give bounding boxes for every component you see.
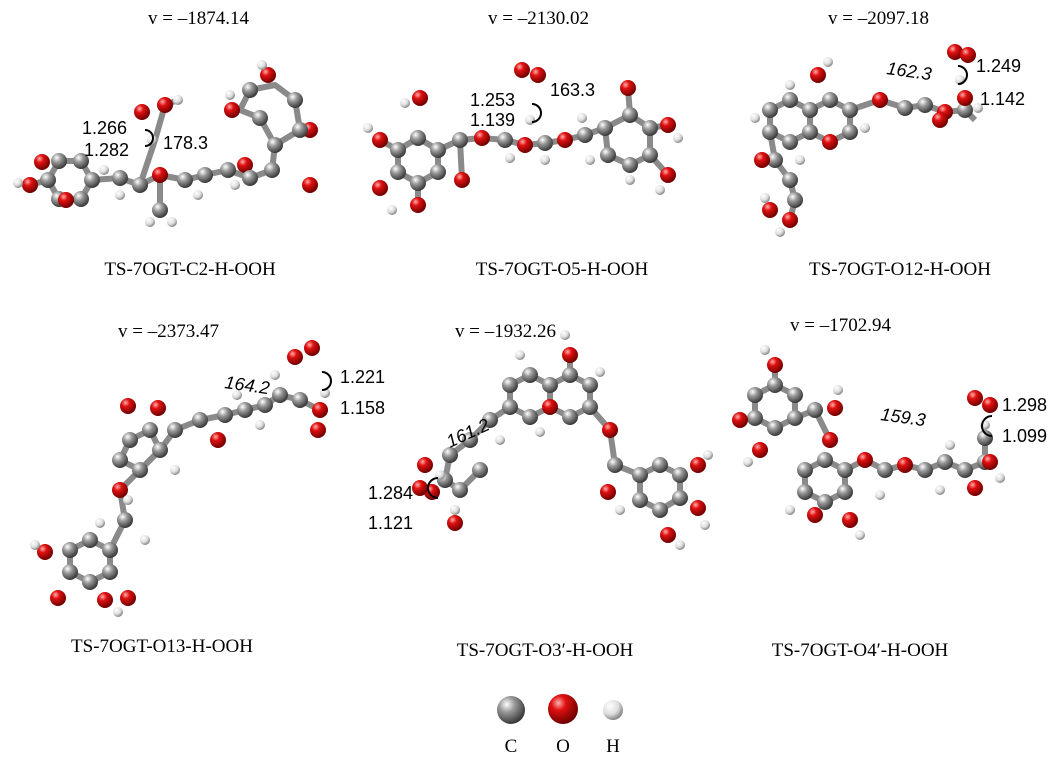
figure: v = –1874.14 1.266 1.282 178.3 TS-7OGT-C… — [0, 0, 1059, 760]
legend-hydrogen — [603, 700, 623, 720]
structure-name: TS-7OGT-O4′-H-OOH — [772, 640, 949, 661]
angle: 164.2 — [223, 372, 270, 398]
bond-length: 1.266 — [82, 118, 127, 138]
bond-length: 1.298 — [1002, 395, 1047, 415]
bond-length: 1.249 — [976, 56, 1021, 76]
frequency: v = –1874.14 — [148, 8, 249, 29]
structure-name: TS-7OGT-O3′-H-OOH — [457, 640, 634, 661]
bond-length: 1.099 — [1002, 426, 1047, 446]
panel: v = –2130.02 1.253 1.139 163.3 TS-7OGT-O… — [363, 8, 683, 280]
structure-name: TS-7OGT-O12-H-OOH — [809, 259, 991, 280]
legend-label: O — [556, 736, 570, 757]
frequency: v = –2097.18 — [828, 8, 929, 29]
molecule — [732, 345, 1005, 540]
panel: v = –1932.26 161.2 1.284 1.121 TS-7OGT-O… — [368, 321, 713, 661]
bond-length: 1.139 — [470, 110, 515, 130]
bond-length: 1.142 — [980, 89, 1025, 109]
legend-label: H — [606, 736, 620, 757]
structure-name: TS-7OGT-C2-H-OOH — [104, 259, 276, 280]
structure-name: TS-7OGT-O5-H-OOH — [476, 259, 649, 280]
bond-length: 1.121 — [368, 513, 413, 533]
panel: v = –1702.94 159.3 1.298 1.099 TS-7OGT-O… — [732, 315, 1047, 661]
bond-length: 1.253 — [470, 90, 515, 110]
panel: v = –2097.18 162.3 1.249 1.142 TS-7OGT-O… — [750, 8, 1025, 280]
angle-arc — [322, 372, 331, 390]
bond-length: 1.158 — [340, 398, 385, 418]
molecule — [363, 62, 683, 215]
angle: 162.3 — [885, 58, 932, 84]
legend-carbon — [497, 696, 525, 724]
bond-length: 1.284 — [368, 483, 413, 503]
legend-label: C — [505, 736, 518, 757]
legend: C O H — [497, 694, 623, 757]
bond-length: 1.282 — [84, 140, 129, 160]
structure-name: TS-7OGT-O13-H-OOH — [71, 636, 253, 657]
frequency: v = –1932.26 — [455, 321, 556, 342]
molecule — [750, 44, 983, 237]
frequency: v = –2373.47 — [118, 321, 219, 342]
frequency: v = –2130.02 — [488, 8, 589, 29]
legend-oxygen — [548, 694, 578, 724]
molecule — [30, 340, 330, 617]
bond-length: 1.221 — [340, 367, 385, 387]
panel: v = –2373.47 164.2 1.221 1.158 TS-7OGT-O… — [30, 321, 385, 657]
angle: 163.3 — [550, 80, 595, 100]
frequency: v = –1702.94 — [790, 315, 891, 336]
angle: 178.3 — [163, 133, 208, 153]
angle: 159.3 — [879, 404, 926, 430]
panel: v = –1874.14 1.266 1.282 178.3 TS-7OGT-C… — [13, 8, 318, 280]
